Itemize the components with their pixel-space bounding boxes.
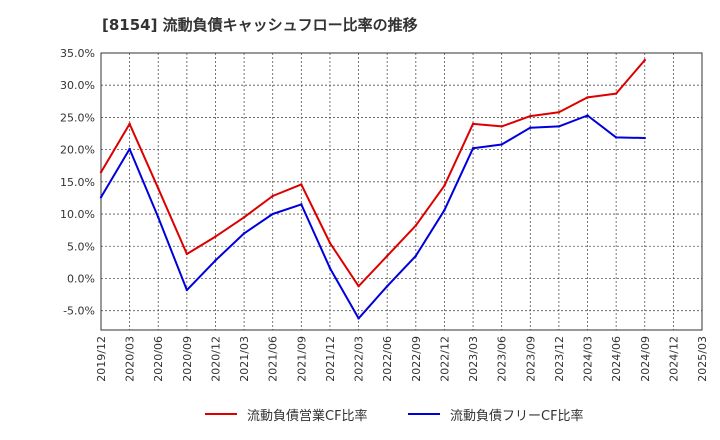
axes [100, 52, 703, 331]
x-tick-label: 2023/09 [524, 336, 537, 382]
y-tick-label: 10.0% [60, 208, 95, 221]
data-point-1 [414, 254, 418, 258]
legend-label-free-cf: 流動負債フリーCF比率 [450, 408, 584, 424]
data-point-0 [586, 96, 589, 99]
data-point-0 [271, 194, 274, 198]
data-point-0 [157, 187, 160, 190]
y-tick-label: 0.0% [67, 272, 95, 285]
legend-swatch-operating-cf [205, 413, 237, 415]
series-line-1 [100, 114, 645, 320]
y-tick-label: 5.0% [67, 240, 95, 253]
x-tick-label: 2020/09 [181, 336, 194, 382]
data-point-0 [357, 284, 360, 288]
x-tick-label: 2020/06 [152, 336, 165, 382]
y-tick-label: 25.0% [60, 111, 95, 124]
data-point-0 [242, 216, 246, 219]
legend-item-free-cf: 流動負債フリーCF比率 [408, 404, 584, 424]
plot-background [101, 53, 702, 330]
data-point-1 [300, 203, 303, 206]
x-tick-label: 2022/12 [438, 336, 451, 382]
x-tick-label: 2019/12 [95, 336, 108, 382]
y-tick-labels: 35.0% 30.0% 25.0% 20.0% 15.0% 10.0% 5.0% 0.0% -5… [60, 47, 95, 318]
data-point-0 [328, 241, 332, 245]
series-lines [99, 58, 646, 320]
x-tick-label: 2024/03 [582, 336, 595, 382]
x-tick-label: 2023/12 [553, 336, 566, 382]
x-tick-label: 2021/09 [295, 336, 308, 382]
data-point-1 [643, 136, 646, 140]
data-point-1 [557, 125, 561, 128]
data-point-0 [500, 125, 503, 128]
data-point-0 [300, 183, 303, 186]
data-point-1 [385, 284, 389, 288]
y-tick-label: 30.0% [60, 79, 95, 92]
data-point-1 [128, 147, 131, 151]
data-point-1 [185, 288, 189, 292]
legend-swatch-free-cf [408, 413, 440, 415]
data-point-1 [157, 216, 160, 219]
x-tick-label: 2020/03 [124, 336, 137, 382]
x-tick-label: 2022/03 [353, 336, 366, 382]
x-tick-label: 2021/06 [267, 336, 280, 382]
data-point-0 [557, 111, 561, 114]
data-point-1 [471, 147, 475, 150]
legend-label-operating-cf: 流動負債営業CF比率 [247, 408, 368, 424]
y-tick-label: 20.0% [60, 144, 95, 157]
data-point-1 [271, 212, 274, 216]
data-point-1 [443, 208, 446, 212]
x-tick-label: 2022/06 [381, 336, 394, 382]
data-point-1 [99, 196, 103, 199]
data-point-0 [128, 122, 131, 126]
data-point-0 [214, 235, 217, 238]
data-point-1 [328, 266, 332, 270]
data-point-0 [99, 170, 103, 174]
data-point-1 [357, 317, 360, 320]
x-tick-label: 2024/09 [639, 336, 652, 382]
plot-frame [100, 52, 703, 331]
data-point-1 [586, 114, 589, 117]
data-point-1 [242, 232, 246, 235]
data-point-1 [614, 136, 618, 139]
x-tick-label: 2024/12 [667, 336, 680, 382]
data-point-0 [185, 252, 189, 256]
x-tick-label: 2021/12 [324, 336, 337, 382]
y-tick-label: 15.0% [60, 176, 95, 189]
data-point-1 [529, 126, 532, 129]
x-tick-label: 2020/12 [209, 336, 222, 382]
series-line-0 [100, 59, 646, 288]
data-point-0 [643, 58, 646, 62]
x-tick-label: 2025/03 [696, 336, 709, 382]
x-tick-label: 2024/06 [610, 336, 623, 382]
x-tick-label: 2023/06 [496, 336, 509, 382]
x-tick-labels: 2019/12 2020/03 2020/06 2020/09 2020/12 2021/… [95, 336, 709, 382]
data-point-0 [529, 114, 532, 118]
x-tick-label: 2022/09 [410, 336, 423, 382]
data-point-0 [414, 224, 418, 227]
data-point-1 [500, 143, 503, 146]
chart-title: [8154] 流動負債キャッシュフロー比率の推移 [102, 16, 418, 34]
x-tick-label: 2023/03 [467, 336, 480, 382]
y-tick-label: 35.0% [60, 47, 95, 60]
data-point-1 [214, 259, 217, 262]
data-point-0 [614, 92, 618, 95]
legend-item-operating-cf: 流動負債営業CF比率 [205, 404, 368, 424]
data-point-0 [385, 254, 389, 258]
y-tick-label: -5.0% [63, 305, 95, 318]
data-point-0 [471, 122, 475, 126]
data-point-0 [443, 184, 446, 187]
x-tick-label: 2021/03 [238, 336, 251, 382]
